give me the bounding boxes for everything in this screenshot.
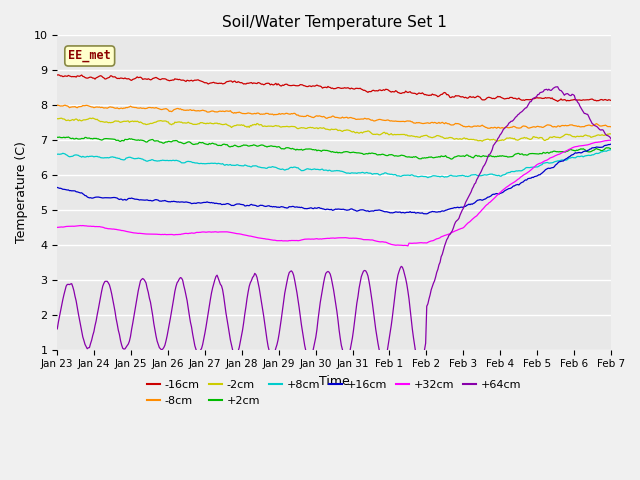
+64cm xyxy=(554,84,561,90)
+8cm xyxy=(383,170,390,176)
-8cm xyxy=(508,124,516,130)
+32cm xyxy=(383,240,390,246)
-2cm xyxy=(89,115,97,121)
+8cm xyxy=(353,170,361,176)
-2cm xyxy=(596,132,604,138)
+16cm xyxy=(595,144,603,150)
-8cm xyxy=(484,125,492,131)
-8cm xyxy=(383,117,390,123)
-8cm xyxy=(353,117,361,122)
-2cm xyxy=(317,125,325,131)
Line: +8cm: +8cm xyxy=(57,150,611,178)
-16cm xyxy=(596,97,604,103)
-16cm xyxy=(554,98,561,104)
-2cm xyxy=(478,138,486,144)
Line: +32cm: +32cm xyxy=(57,140,611,246)
+2cm xyxy=(321,147,328,153)
-16cm xyxy=(321,84,328,90)
Line: +64cm: +64cm xyxy=(57,87,611,364)
Y-axis label: Temperature (C): Temperature (C) xyxy=(15,142,28,243)
+64cm xyxy=(416,361,424,367)
+16cm xyxy=(320,206,328,212)
+32cm xyxy=(606,137,614,143)
-16cm xyxy=(384,87,392,93)
+2cm xyxy=(53,134,61,140)
+2cm xyxy=(509,153,517,159)
-8cm xyxy=(595,122,603,128)
Line: +2cm: +2cm xyxy=(57,137,611,159)
-8cm xyxy=(53,102,61,108)
+16cm xyxy=(383,209,390,215)
-16cm xyxy=(54,72,62,78)
+64cm xyxy=(596,127,604,132)
-16cm xyxy=(53,72,61,78)
-2cm xyxy=(321,126,328,132)
+8cm xyxy=(53,151,61,157)
+2cm xyxy=(317,148,325,154)
Text: EE_met: EE_met xyxy=(68,49,111,62)
+16cm xyxy=(508,184,516,190)
+64cm xyxy=(508,118,516,124)
+64cm xyxy=(320,280,328,286)
+16cm xyxy=(422,211,429,217)
+2cm xyxy=(596,147,604,153)
+8cm xyxy=(595,150,603,156)
+8cm xyxy=(607,147,615,153)
+64cm xyxy=(53,326,61,332)
Line: +16cm: +16cm xyxy=(57,144,611,214)
+32cm xyxy=(595,139,603,145)
Line: -2cm: -2cm xyxy=(57,118,611,141)
+64cm xyxy=(383,351,390,357)
+32cm xyxy=(508,180,516,186)
+64cm xyxy=(316,300,324,305)
+32cm xyxy=(607,137,615,143)
Line: -16cm: -16cm xyxy=(57,75,611,101)
+2cm xyxy=(384,153,392,158)
-2cm xyxy=(354,130,362,135)
Line: -8cm: -8cm xyxy=(57,105,611,128)
X-axis label: Time: Time xyxy=(319,375,349,388)
-2cm xyxy=(607,131,615,137)
-8cm xyxy=(607,124,615,130)
+32cm xyxy=(320,236,328,241)
-2cm xyxy=(509,136,517,142)
+32cm xyxy=(404,243,412,249)
-2cm xyxy=(384,131,392,137)
+32cm xyxy=(316,236,324,242)
-16cm xyxy=(354,85,362,91)
-8cm xyxy=(316,113,324,119)
+64cm xyxy=(607,136,615,142)
Title: Soil/Water Temperature Set 1: Soil/Water Temperature Set 1 xyxy=(221,15,447,30)
+16cm xyxy=(607,141,615,147)
Legend: -16cm, -8cm, -2cm, +2cm, +8cm, +16cm, +32cm, +64cm: -16cm, -8cm, -2cm, +2cm, +8cm, +16cm, +3… xyxy=(143,376,526,410)
-8cm xyxy=(320,114,328,120)
+64cm xyxy=(353,300,361,306)
-16cm xyxy=(508,95,516,100)
+2cm xyxy=(354,150,362,156)
+2cm xyxy=(65,134,72,140)
-16cm xyxy=(607,97,615,103)
+2cm xyxy=(447,156,455,162)
+32cm xyxy=(53,225,61,230)
-16cm xyxy=(317,84,325,90)
+32cm xyxy=(353,236,361,241)
+8cm xyxy=(316,167,324,173)
+8cm xyxy=(320,168,328,173)
+16cm xyxy=(53,185,61,191)
+2cm xyxy=(607,146,615,152)
+16cm xyxy=(316,205,324,211)
-2cm xyxy=(53,116,61,121)
+8cm xyxy=(508,168,516,174)
+16cm xyxy=(353,208,361,214)
+8cm xyxy=(424,175,432,180)
